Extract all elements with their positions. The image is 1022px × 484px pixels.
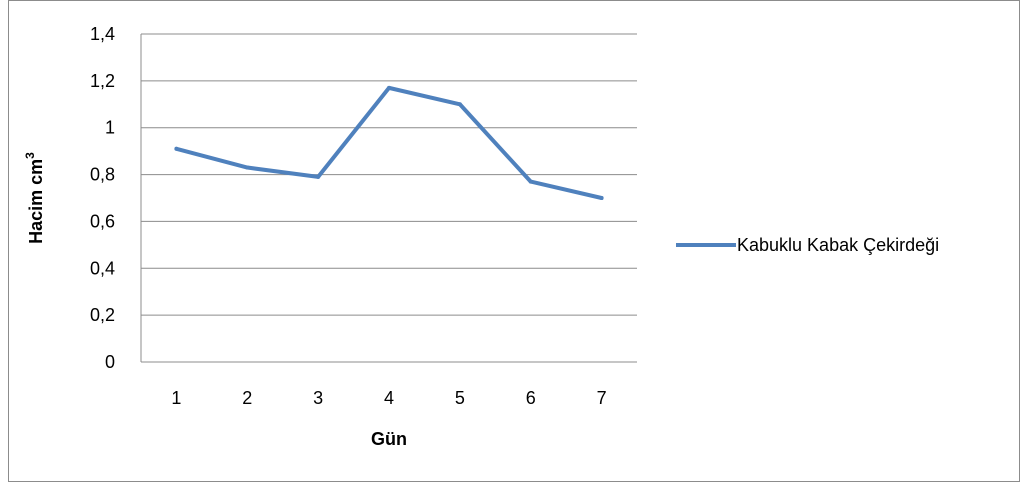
- y-tick-label: 1,4: [90, 24, 115, 44]
- x-tick-label: 7: [597, 388, 607, 408]
- x-axis-title: Gün: [371, 429, 407, 449]
- series-line-0: [174, 85, 604, 200]
- y-tick-label: 0: [105, 352, 115, 372]
- x-tick-label: 4: [384, 388, 394, 408]
- y-tick-label: 1: [105, 118, 115, 138]
- x-tick-label: 3: [313, 388, 323, 408]
- data-point: [316, 174, 321, 179]
- data-point: [528, 179, 533, 184]
- y-axis-title-superscript: 3: [23, 152, 37, 159]
- chart-frame: [8, 0, 1020, 482]
- x-tick-label: 6: [526, 388, 536, 408]
- y-tick-labels: 0 0,2 0,4 0,6 0,8 1 1,2 1,4: [90, 24, 115, 372]
- x-tick-label: 2: [242, 388, 252, 408]
- gridlines: [141, 33, 637, 363]
- series-lines: [174, 85, 604, 200]
- x-tick-label: 1: [171, 388, 181, 408]
- data-point: [387, 85, 391, 90]
- data-point: [457, 102, 462, 107]
- data-point: [245, 165, 250, 170]
- y-axis-title-text: Hacim cm: [26, 159, 46, 244]
- data-point: [174, 146, 179, 151]
- y-tick-label: 0,6: [90, 211, 115, 231]
- legend-label: Kabuklu Kabak Çekirdeği: [737, 235, 939, 255]
- y-tick-label: 0,8: [90, 165, 115, 185]
- y-tick-label: 0,2: [90, 305, 115, 325]
- x-tick-labels: 1 2 3 4 5 6 7: [171, 388, 606, 408]
- legend: Kabuklu Kabak Çekirdeği: [676, 235, 939, 255]
- data-point: [599, 196, 604, 200]
- y-axis-title: Hacim cm3: [23, 152, 46, 244]
- y-tick-label: 1,2: [90, 71, 115, 91]
- y-tick-label: 0,4: [90, 258, 115, 278]
- x-tick-label: 5: [455, 388, 465, 408]
